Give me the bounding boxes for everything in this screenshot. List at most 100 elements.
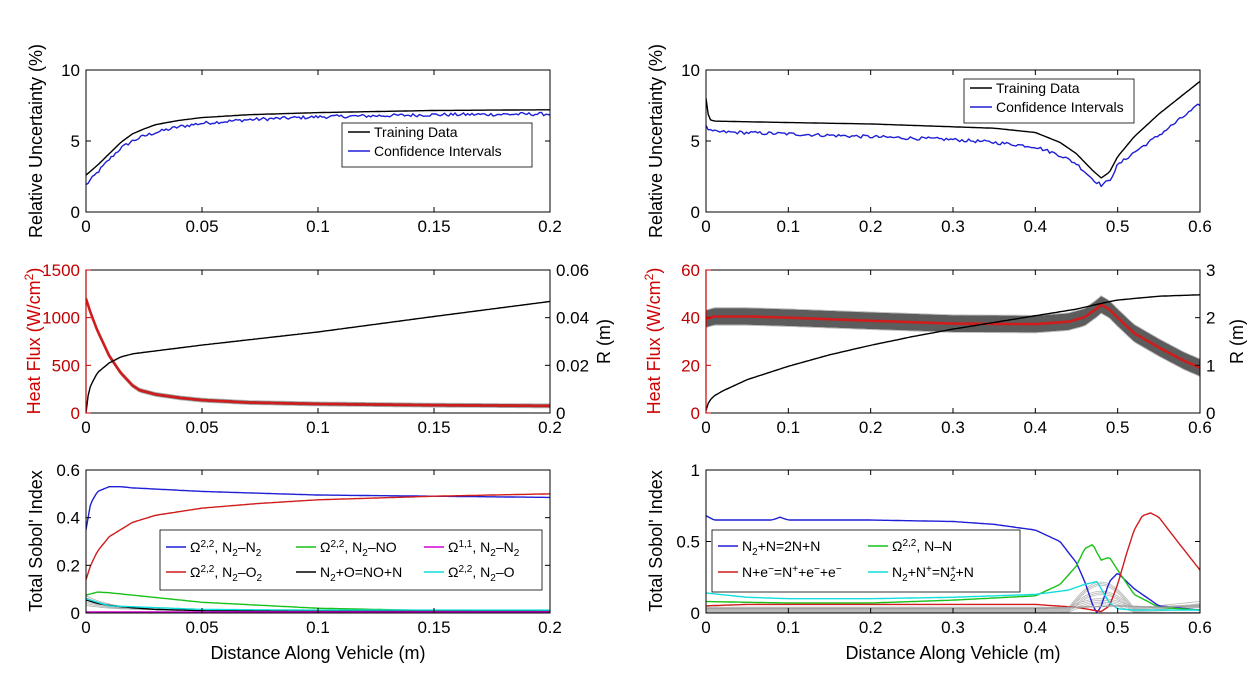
y-tick-label: 5 bbox=[71, 132, 80, 151]
legend-text-part: Ω bbox=[892, 538, 902, 554]
y-right-tick-label: 0.04 bbox=[556, 309, 589, 328]
legend-text-part: 2,2 bbox=[330, 539, 344, 550]
y-right-axis-label: R (m) bbox=[594, 319, 614, 364]
series-line-1 bbox=[86, 300, 550, 413]
y-axis-label: Heat Flux (W/cm2) bbox=[642, 268, 664, 415]
legend-text-part: 2,2 bbox=[902, 538, 916, 549]
x-tick-label: 0.3 bbox=[941, 418, 965, 437]
x-tick-label: 0.05 bbox=[185, 618, 218, 637]
legend-text-part: , N bbox=[472, 539, 490, 555]
series-line-0 bbox=[706, 303, 1200, 369]
legend-entry-label: Ω2,2, N–N bbox=[892, 538, 952, 554]
y-tick-label: 0 bbox=[691, 404, 700, 423]
y-tick-label: 500 bbox=[52, 356, 80, 375]
y-axis-label: Total Sobol' Index bbox=[26, 470, 46, 612]
x-tick-label: 0.05 bbox=[185, 418, 218, 437]
legend-entry-label: Training Data bbox=[374, 124, 458, 140]
legend-entry-label: N+e−=N++e−+e− bbox=[742, 564, 842, 580]
x-tick-label: 0 bbox=[701, 618, 710, 637]
x-tick-label: 0.6 bbox=[1188, 618, 1212, 637]
legend-text-part: 2 bbox=[514, 548, 520, 559]
legend-text-part: +N bbox=[908, 564, 926, 580]
x-tick-label: 0 bbox=[701, 217, 710, 236]
legend-entry-label: Ω2,2, N2–N2 bbox=[190, 539, 262, 559]
y-axis-label: Relative Uncertainty (%) bbox=[26, 44, 46, 238]
series-line-1 bbox=[706, 294, 1200, 411]
series-line-1 bbox=[706, 103, 1200, 188]
series-line-0 bbox=[86, 109, 550, 176]
series-line-1 bbox=[706, 544, 1200, 611]
legend-text-part: –NO bbox=[368, 539, 397, 555]
legend-text-part: 2,2 bbox=[200, 564, 214, 575]
legend-entry-label: Ω2,2, N2–O2 bbox=[190, 564, 263, 584]
series-group bbox=[86, 109, 550, 186]
legend-box bbox=[963, 78, 1135, 124]
legend-text-part: 2 bbox=[362, 548, 368, 559]
y-tick-label: 0 bbox=[691, 203, 700, 222]
uncertainty-band bbox=[706, 296, 1200, 377]
x-tick-label: 0.4 bbox=[1024, 618, 1048, 637]
x-tick-label: 0.2 bbox=[538, 418, 562, 437]
legend-text-part: –N bbox=[496, 539, 514, 555]
ylabel-part: ) bbox=[24, 268, 44, 274]
legend-text-part: + bbox=[926, 564, 932, 575]
y-tick-label: 0.2 bbox=[56, 556, 80, 575]
legend-text-part: 1,1 bbox=[458, 539, 472, 550]
x-tick-label: 0.1 bbox=[777, 418, 801, 437]
x-axis-label: Distance Along Vehicle (m) bbox=[845, 643, 1060, 663]
series-group bbox=[706, 80, 1200, 188]
x-tick-label: 0 bbox=[81, 217, 90, 236]
legend-entry-label: Training Data bbox=[996, 80, 1080, 96]
legend-text-part: +N=2N+N bbox=[758, 538, 821, 554]
legend-text-part: N bbox=[742, 538, 752, 554]
x-tick-label: 0.2 bbox=[538, 618, 562, 637]
ylabel-part: Heat Flux (W/cm bbox=[644, 280, 664, 414]
y-tick-label: 20 bbox=[681, 356, 700, 375]
legend-text-part: 2 bbox=[257, 573, 263, 584]
y-tick-label: 0.4 bbox=[56, 509, 80, 528]
x-tick-label: 0.3 bbox=[941, 217, 965, 236]
legend-text-part: Ω bbox=[448, 564, 458, 580]
legend-text-part: 2 bbox=[232, 573, 238, 584]
y-right-tick-label: 0 bbox=[1206, 404, 1215, 423]
x-tick-label: 0.2 bbox=[859, 618, 883, 637]
y-right-tick-label: 0 bbox=[556, 404, 565, 423]
x-tick-label: 0.6 bbox=[1188, 418, 1212, 437]
series-line-0 bbox=[706, 515, 1200, 613]
ylabel-sup: 2 bbox=[22, 273, 36, 280]
x-tick-label: 0.15 bbox=[417, 618, 450, 637]
band-edge-line bbox=[86, 296, 550, 405]
y-right-tick-label: 3 bbox=[1206, 261, 1215, 280]
y-axis-label: Heat Flux (W/cm2) bbox=[22, 268, 44, 415]
legend: Training Data Confidence Intervals bbox=[341, 122, 533, 168]
y-tick-label: 0 bbox=[71, 404, 80, 423]
legend-text-part: =N bbox=[932, 564, 950, 580]
legend-text-part: 2 bbox=[752, 547, 758, 558]
legend-text-part: 2 bbox=[950, 573, 956, 584]
y-tick-label: 0 bbox=[71, 604, 80, 623]
legend-text-part: , N bbox=[344, 539, 362, 555]
series-line-1 bbox=[86, 493, 550, 580]
legend-text-part: N+e bbox=[742, 564, 768, 580]
legend-text-part: 2 bbox=[232, 548, 238, 559]
legend-entry-label: N2+N=2N+N bbox=[742, 538, 820, 558]
legend-entry-label: Confidence Intervals bbox=[996, 99, 1124, 115]
legend-entry-label: Ω1,1, N2–N2 bbox=[448, 539, 520, 559]
x-tick-label: 0.5 bbox=[1106, 418, 1130, 437]
x-tick-label: 0.5 bbox=[1106, 217, 1130, 236]
legend-text-part: =N bbox=[774, 564, 792, 580]
chart-left_uncertainty: 0 0.05 0.1 0.15 0.2 0 5 10 Relative Uncertainty … bbox=[26, 44, 562, 238]
legend-box bbox=[341, 122, 533, 168]
legend-text-part: − bbox=[836, 564, 842, 575]
y-axis-label: Relative Uncertainty (%) bbox=[646, 44, 666, 238]
plot-area bbox=[706, 270, 1200, 413]
x-tick-label: 0.15 bbox=[417, 217, 450, 236]
legend: Training Data Confidence Intervals bbox=[963, 78, 1135, 124]
legend-text-part: 2 bbox=[490, 573, 496, 584]
chart-right_sobol: 0 0.1 0.2 0.3 0.4 0.5 0.6 0 0.5 1 Total Sobol' Ind… bbox=[646, 461, 1212, 663]
legend-text-part: Ω bbox=[190, 539, 200, 555]
series-line-0 bbox=[86, 486, 550, 530]
band-edge-line bbox=[86, 300, 550, 409]
